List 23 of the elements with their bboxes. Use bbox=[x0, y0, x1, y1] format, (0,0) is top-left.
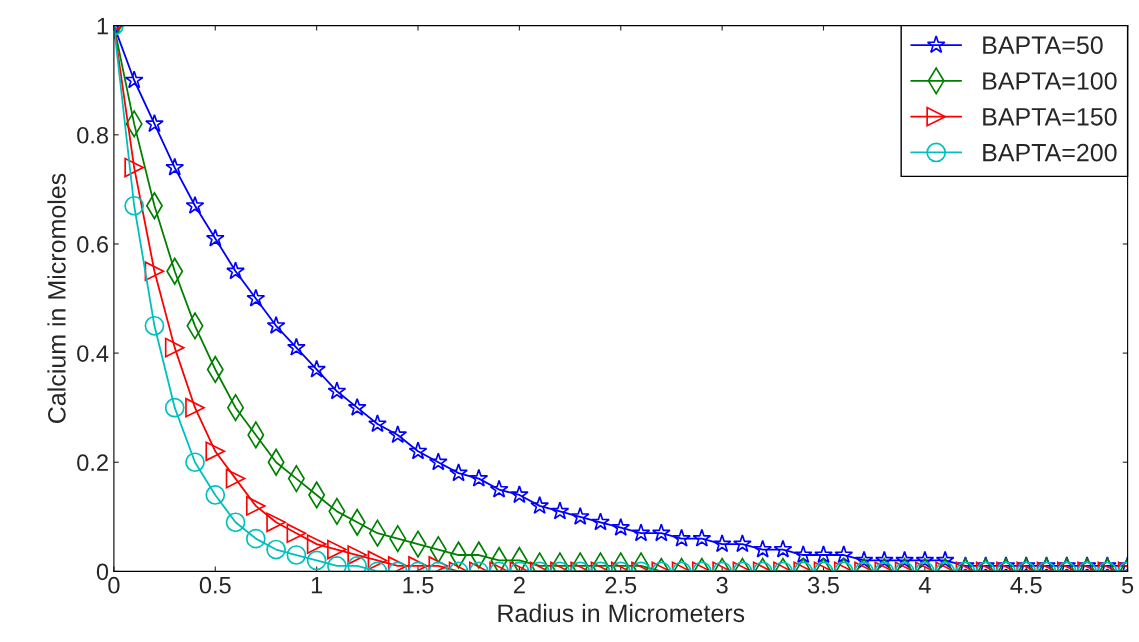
y-tick-label: 0.6 bbox=[77, 236, 108, 253]
y-axis-title: Calcium in Micromoles bbox=[47, 173, 66, 423]
legend-label: BAPTA=50 bbox=[983, 36, 1103, 55]
legend-label: BAPTA=150 bbox=[983, 107, 1117, 126]
y-tick-label: 0.8 bbox=[77, 126, 109, 144]
y-tick-label: 0.4 bbox=[77, 345, 109, 362]
x-tick-label: 1 bbox=[311, 577, 323, 594]
y-tick-label: 0 bbox=[96, 563, 109, 581]
x-tick-label: 3.5 bbox=[807, 576, 839, 594]
y-tick-label: 0.2 bbox=[77, 454, 108, 472]
x-tick-label: 2 bbox=[514, 576, 525, 594]
x-tick-label: 5 bbox=[1121, 577, 1134, 594]
x-axis-title: Radius in Micrometers bbox=[498, 603, 745, 623]
x-tick-label: 1.5 bbox=[403, 577, 434, 594]
y-tick-label: 1 bbox=[97, 17, 108, 35]
x-tick-label: 0 bbox=[108, 576, 120, 594]
legend-label: BAPTA=100 bbox=[983, 72, 1117, 90]
x-tick-label: 0.5 bbox=[199, 576, 231, 594]
x-tick-label: 4 bbox=[918, 577, 931, 594]
x-tick-label: 4.5 bbox=[1010, 577, 1042, 594]
x-tick-label: 2.5 bbox=[605, 576, 637, 594]
legend-label: BAPTA=200 bbox=[983, 143, 1117, 162]
x-tick-label: 3 bbox=[716, 576, 728, 594]
